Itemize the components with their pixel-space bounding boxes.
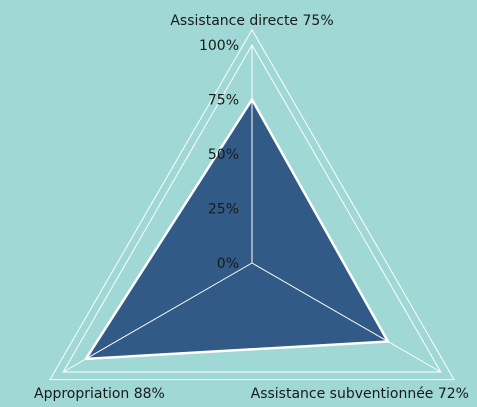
data-area xyxy=(83,97,391,361)
axis-label-1: Assistance subventionnée 72% xyxy=(251,386,469,402)
inner-spoke-1 xyxy=(251,262,389,342)
tick-label-4: 100% xyxy=(199,38,239,54)
axis-label-0: Assistance directe 75% xyxy=(170,13,333,29)
inner-spoke-2 xyxy=(85,262,253,360)
tick-label-1: 25% xyxy=(208,202,239,218)
tick-label-0: 0% xyxy=(217,256,239,272)
grid-ring-1 xyxy=(49,28,455,381)
axis-label-2: Appropriation 88% xyxy=(34,386,165,402)
tick-label-3: 75% xyxy=(208,93,239,109)
grid-ring-0 xyxy=(62,44,442,373)
tick-label-2: 50% xyxy=(208,147,239,163)
